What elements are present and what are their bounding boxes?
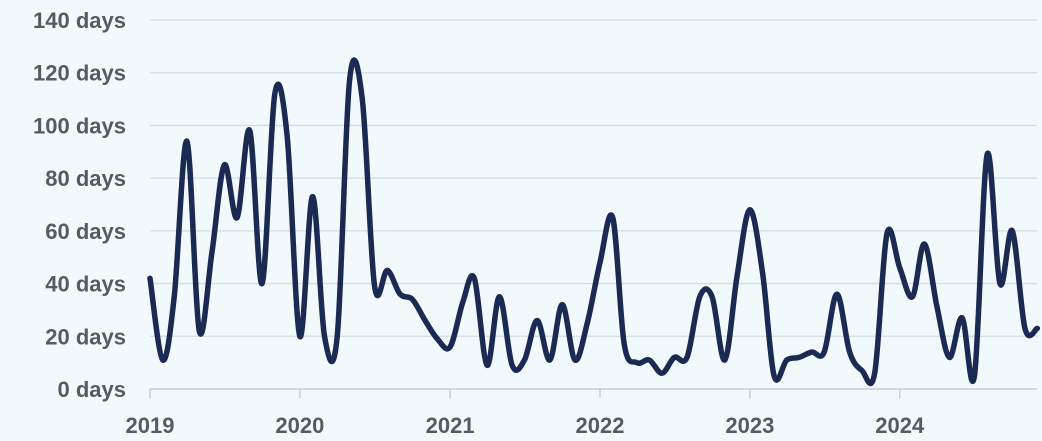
y-tick-label: 140 days <box>33 8 126 33</box>
series-line <box>147 57 1041 387</box>
x-tick-label: 2023 <box>725 413 774 438</box>
y-tick-label: 0 days <box>58 377 127 402</box>
y-tick-label: 80 days <box>45 166 126 191</box>
x-tick-label: 2021 <box>426 413 475 438</box>
y-tick-label: 100 days <box>33 113 126 138</box>
x-tick-label: 2020 <box>275 413 324 438</box>
y-tick-label: 60 days <box>45 219 126 244</box>
y-tick-label: 20 days <box>45 324 126 349</box>
series-layer <box>147 57 1041 387</box>
x-tick-label: 2019 <box>126 413 175 438</box>
x-axis: 2019 2020 2021 2022 2023 2024 <box>126 388 1037 438</box>
y-tick-label: 40 days <box>45 272 126 297</box>
x-tick-label: 2022 <box>576 413 625 438</box>
x-tick-label: 2024 <box>875 413 925 438</box>
y-axis-ticks: 0 days 20 days 40 days 60 days 80 days 100 da… <box>33 8 126 402</box>
y-tick-label: 120 days <box>33 61 126 86</box>
